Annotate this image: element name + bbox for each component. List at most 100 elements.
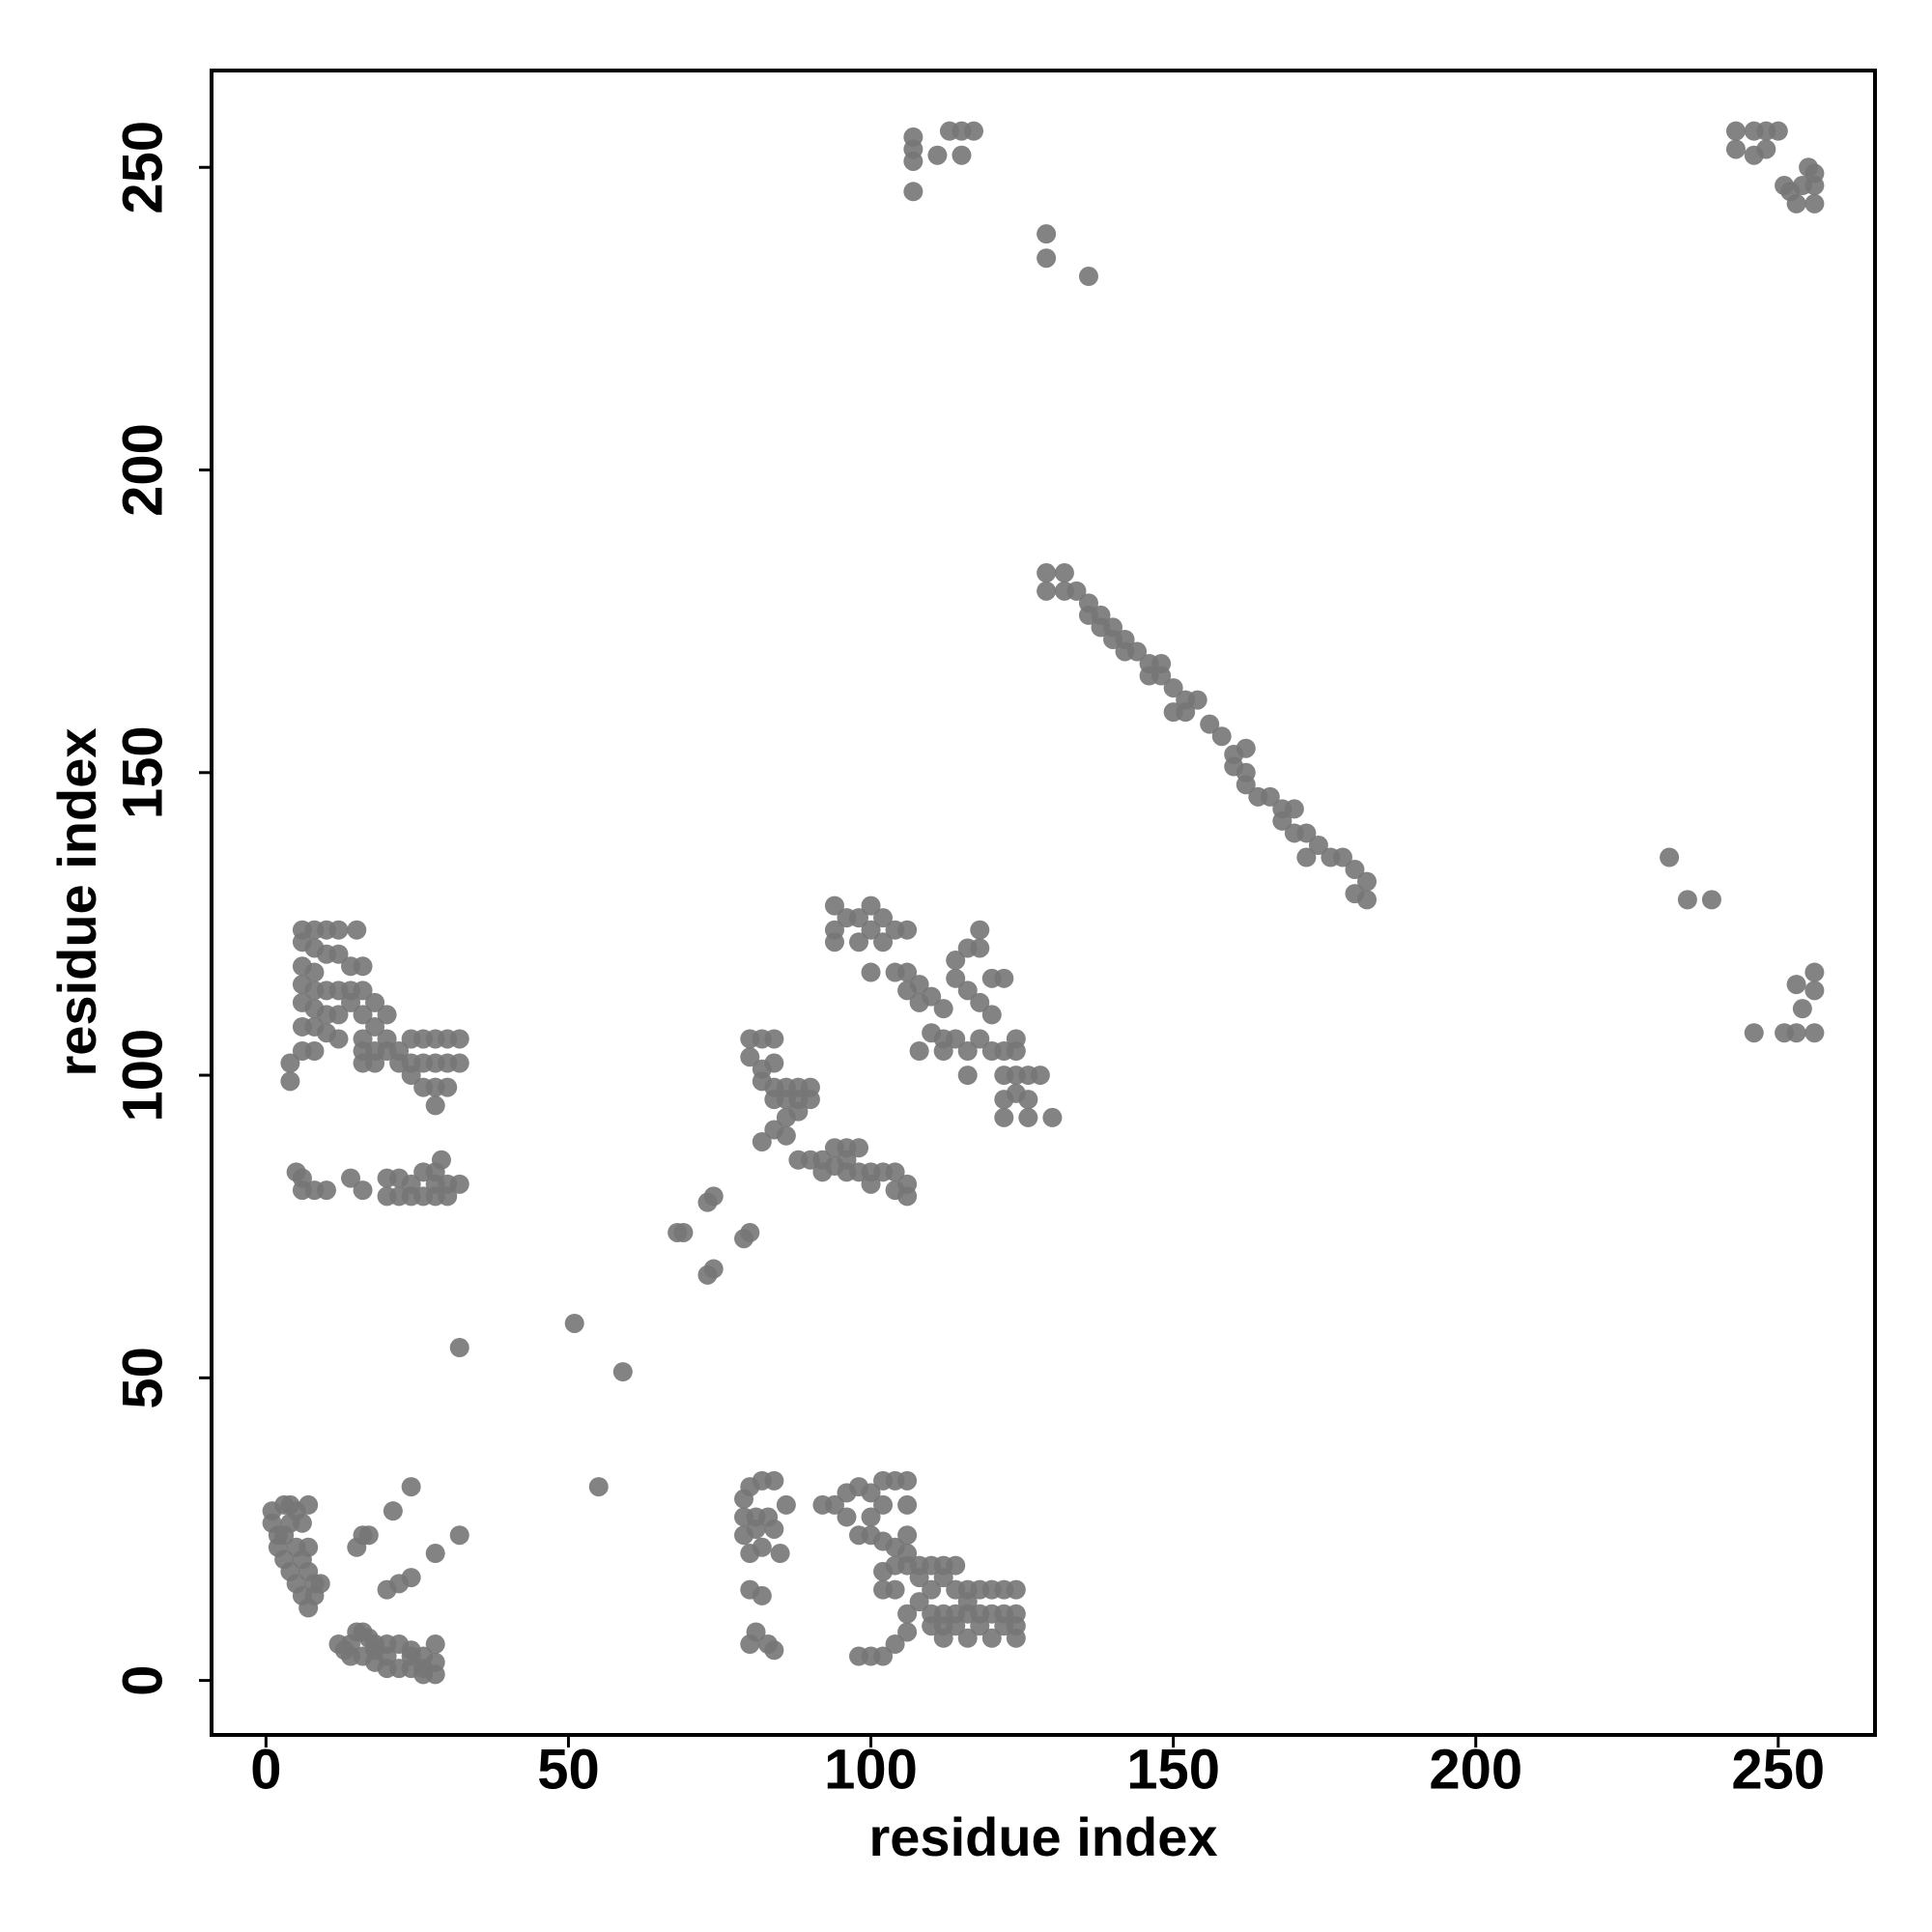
point	[365, 992, 385, 1012]
point	[752, 1131, 772, 1151]
point	[861, 895, 881, 916]
point	[788, 1101, 809, 1122]
point	[383, 1501, 403, 1521]
point	[328, 920, 349, 940]
point	[697, 1192, 718, 1212]
point	[449, 1053, 469, 1073]
point	[1775, 1023, 1795, 1043]
point	[933, 999, 953, 1019]
point	[764, 1470, 784, 1491]
point	[903, 182, 923, 202]
point	[1018, 1090, 1038, 1110]
point	[873, 932, 894, 952]
point	[1804, 193, 1825, 213]
point	[824, 895, 844, 916]
point	[849, 908, 869, 928]
point	[401, 1568, 421, 1588]
point	[1284, 799, 1304, 819]
point	[1030, 1065, 1050, 1086]
point	[885, 1634, 905, 1655]
point	[824, 1494, 844, 1515]
point	[903, 139, 923, 159]
plot-frame	[210, 69, 1877, 1737]
point	[776, 1125, 796, 1146]
point	[885, 1162, 905, 1182]
point	[764, 1640, 784, 1661]
point	[1768, 121, 1788, 141]
point	[1042, 1107, 1063, 1127]
point	[952, 145, 972, 165]
point	[449, 1525, 469, 1546]
point	[981, 1628, 1002, 1648]
point	[612, 1362, 633, 1382]
point	[377, 1005, 397, 1025]
point	[1799, 157, 1819, 178]
point	[341, 1646, 361, 1666]
point	[304, 1041, 325, 1062]
point	[922, 1579, 942, 1600]
point	[740, 1222, 760, 1242]
point	[1786, 193, 1806, 213]
point	[1054, 563, 1074, 583]
point	[946, 951, 966, 971]
point	[1037, 248, 1057, 269]
y-tick-label: 150	[111, 725, 174, 819]
point	[425, 1544, 445, 1564]
point	[837, 1150, 857, 1170]
x-tick-label: 200	[1429, 1738, 1522, 1801]
point	[401, 1065, 421, 1086]
point	[449, 1029, 469, 1049]
point	[873, 908, 894, 928]
point	[897, 1470, 918, 1491]
point	[316, 1180, 336, 1201]
point	[897, 980, 918, 1001]
point	[837, 1507, 857, 1527]
point	[564, 1313, 584, 1333]
point	[673, 1222, 694, 1242]
point	[353, 1180, 373, 1201]
point	[933, 1041, 953, 1062]
point	[970, 1616, 990, 1636]
point	[861, 962, 881, 982]
point	[873, 1494, 894, 1515]
point	[970, 938, 990, 958]
point	[1187, 690, 1208, 710]
point	[922, 986, 942, 1007]
point	[897, 920, 918, 940]
point	[280, 1053, 300, 1073]
point	[764, 1519, 784, 1539]
point	[1357, 871, 1378, 892]
point	[946, 1555, 966, 1576]
y-tick-label: 250	[111, 121, 174, 214]
point	[963, 121, 983, 141]
point	[304, 1574, 325, 1594]
point	[1804, 1023, 1825, 1043]
point	[1127, 641, 1148, 662]
y-tick-label: 0	[111, 1664, 174, 1695]
point	[425, 1634, 445, 1655]
point	[1345, 860, 1365, 880]
point	[849, 1138, 869, 1158]
point	[957, 1041, 978, 1062]
point	[298, 1494, 319, 1515]
point	[994, 1090, 1014, 1110]
point	[933, 1628, 953, 1648]
point	[909, 1592, 929, 1612]
point	[292, 1168, 312, 1188]
point	[341, 992, 361, 1012]
point	[328, 944, 349, 964]
point	[1236, 775, 1256, 795]
point	[1744, 1023, 1764, 1043]
point	[946, 1616, 966, 1636]
point	[328, 1005, 349, 1025]
point	[1677, 890, 1697, 910]
point	[752, 1537, 772, 1557]
point	[981, 1005, 1002, 1025]
point	[1272, 810, 1293, 831]
point	[449, 1174, 469, 1194]
point	[1804, 176, 1825, 196]
point	[897, 1525, 918, 1546]
point	[885, 1579, 905, 1600]
point	[897, 1494, 918, 1515]
x-tick-label: 250	[1731, 1738, 1825, 1801]
